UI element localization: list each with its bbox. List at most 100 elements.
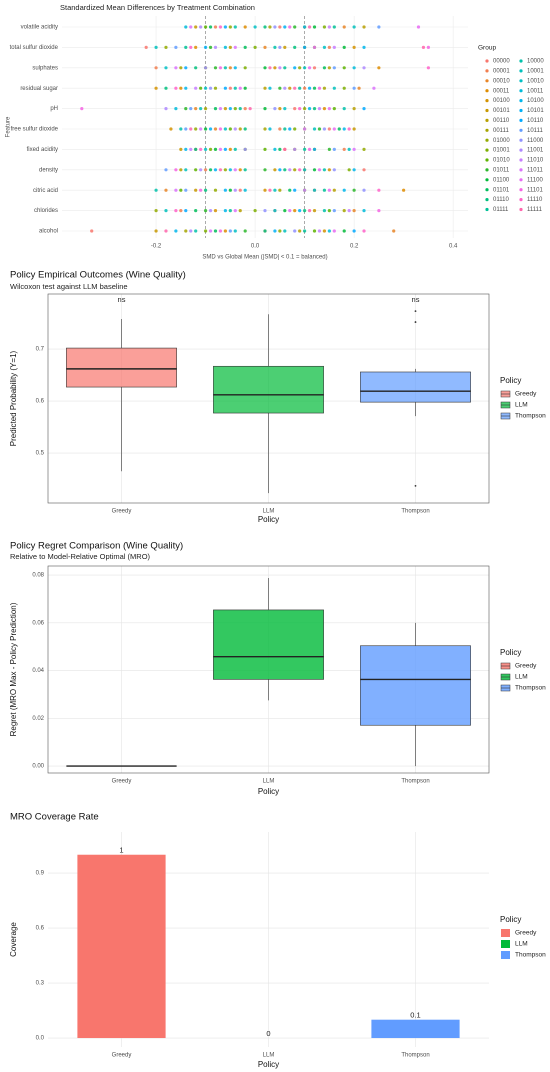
dot [352,229,356,233]
dot [278,25,282,29]
dot [312,147,317,151]
legend-key [485,89,489,93]
dot [208,25,213,29]
legend-key [519,89,523,93]
dot [312,209,317,213]
dot [268,188,272,192]
dot [288,188,292,192]
dot [238,168,242,172]
dot [352,147,356,151]
dot [303,127,307,131]
dot [426,45,430,50]
x-axis-title: Policy [258,1060,279,1069]
dot [352,45,356,50]
legend-label: 11010 [527,158,544,164]
dot [283,25,287,29]
dot [322,66,327,70]
dot [332,86,336,90]
dot [174,66,178,70]
dot [307,209,312,213]
chart-title: Standardized Mean Differences by Treatme… [60,3,255,12]
dot [199,147,203,151]
dot [164,66,168,70]
dot [283,86,287,90]
dot [164,168,168,172]
legend-key [519,128,523,132]
dot [327,45,331,50]
dot [303,45,307,50]
chart-subtitle: Wilcoxon test against LLM baseline [10,282,128,291]
dot [288,127,292,131]
dot [322,86,327,90]
dot [293,86,297,90]
x-tick-label: LLM [263,509,275,515]
dot [268,25,272,29]
dot [194,209,198,213]
legend-key [501,951,510,959]
dot [208,147,213,151]
dot [194,107,198,111]
legend-title: Group [478,45,496,52]
dot [194,45,198,50]
dot [213,66,218,70]
dot [213,229,218,233]
dot [327,107,331,111]
dot [253,209,257,213]
box [360,645,471,726]
dot [312,127,317,131]
dot [189,107,193,111]
dot [317,86,322,90]
dot [243,168,247,172]
dot [184,86,188,90]
dot [243,86,247,90]
dot [154,209,158,213]
y-tick-label: 0.5 [36,451,45,457]
panel-border [47,565,490,774]
dot [218,66,223,70]
dot [174,45,178,50]
dot [243,188,247,192]
dot [203,147,208,151]
dot [154,188,158,192]
dot [184,107,188,111]
dot [243,25,247,29]
dot [174,86,178,90]
chart-title: MRO Coverage Rate [10,812,99,823]
dot [317,127,322,131]
annotation: ns [118,295,126,304]
dot [317,107,322,111]
dot [184,25,188,29]
dot [332,45,336,50]
dot [263,127,267,131]
dot [213,45,218,50]
dot [288,86,292,90]
x-tick-label: Thompson [401,509,429,515]
dot [203,229,208,233]
bar [77,854,166,1039]
dot [283,229,287,233]
legend-key [485,178,489,182]
dot [179,188,183,192]
dot [307,25,312,29]
dot [223,127,227,131]
legend-key [519,148,523,152]
dot [357,86,361,90]
dot [332,147,336,151]
y-tick-label: volatile acidity [21,25,58,31]
y-tick-label: density [39,167,58,173]
legend-label: 00011 [493,88,510,94]
y-axis-title: Feature [6,116,12,137]
dot [179,127,183,131]
legend-label: 01101 [493,187,510,193]
dot [337,127,341,131]
legend-title: Policy [500,376,521,385]
dot [377,25,381,29]
y-tick-label: 0.9 [36,871,45,877]
data-label: 1 [119,846,123,855]
dot [203,45,208,50]
legend-label: 01011 [493,167,510,173]
dot [179,147,183,151]
dot [298,209,302,213]
dot [233,66,237,70]
dot [362,25,366,29]
